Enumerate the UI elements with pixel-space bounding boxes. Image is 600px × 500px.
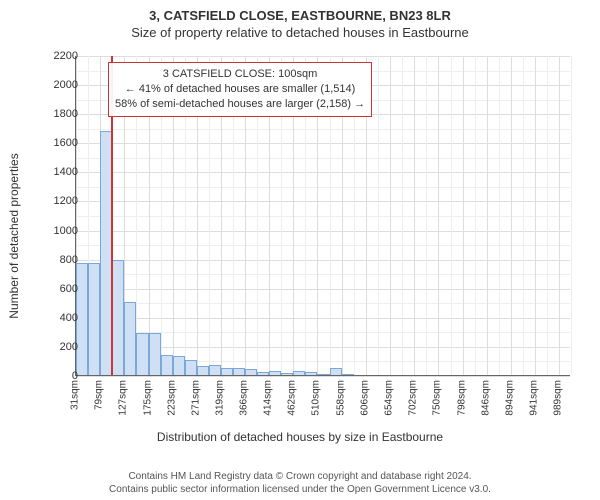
x-tick-label: 750sqm (432, 380, 443, 416)
y-tick-label: 400 (38, 312, 78, 324)
histogram-bar (281, 373, 293, 375)
gridline-v-minor (499, 56, 500, 375)
x-tick-label: 510sqm (311, 380, 322, 416)
y-tick-label: 1200 (38, 195, 78, 207)
y-tick-label: 2000 (38, 79, 78, 91)
gridline-h (76, 260, 570, 261)
gridline-v (511, 56, 512, 375)
x-tick-label: 798sqm (456, 380, 467, 416)
y-axis-label: Number of detached properties (7, 153, 21, 318)
x-tick-label: 271sqm (190, 380, 201, 416)
histogram-bar (330, 368, 342, 375)
y-tick-label: 600 (38, 283, 78, 295)
gridline-v-minor (402, 56, 403, 375)
histogram-bar (221, 368, 233, 375)
x-tick-label: 223sqm (166, 380, 177, 416)
x-tick-label: 654sqm (384, 380, 395, 416)
histogram-bar (136, 333, 148, 375)
gridline-h (76, 231, 570, 232)
gridline-h (76, 318, 570, 319)
y-tick-label: 800 (38, 254, 78, 266)
gridline-v (414, 56, 415, 375)
histogram-bar (149, 333, 161, 375)
histogram-bar (209, 365, 221, 375)
x-tick-label: 414sqm (263, 380, 274, 416)
gridline-h (76, 158, 570, 159)
x-tick-label: 702sqm (408, 380, 419, 416)
page-title: 3, CATSFIELD CLOSE, EASTBOURNE, BN23 8LR (0, 0, 600, 23)
gridline-v-minor (571, 56, 572, 375)
x-tick-label: 606sqm (359, 380, 370, 416)
gridline-h (76, 143, 570, 144)
chart-subtitle: Size of property relative to detached ho… (0, 23, 600, 46)
x-tick-label: 894sqm (505, 380, 516, 416)
annotation-box: 3 CATSFIELD CLOSE: 100sqm← 41% of detach… (108, 62, 372, 117)
chart-container: Number of detached properties 3 CATSFIEL… (20, 46, 580, 426)
gridline-v (463, 56, 464, 375)
gridline-v (487, 56, 488, 375)
histogram-bar (197, 366, 209, 375)
x-tick-label: 941sqm (528, 380, 539, 416)
gridline-v-minor (475, 56, 476, 375)
x-tick-label: 462sqm (287, 380, 298, 416)
histogram-bar (161, 355, 173, 375)
histogram-bar (88, 263, 100, 375)
gridline-h (76, 303, 570, 304)
histogram-bar (245, 369, 257, 375)
gridline-h (76, 201, 570, 202)
gridline-v-minor (523, 56, 524, 375)
x-tick-label: 846sqm (480, 380, 491, 416)
histogram-bar (342, 374, 354, 375)
gridline-h (76, 216, 570, 217)
gridline-v-minor (378, 56, 379, 375)
annotation-line3: 58% of semi-detached houses are larger (… (115, 97, 365, 112)
histogram-bar (317, 374, 329, 375)
histogram-bar (293, 371, 305, 375)
x-axis-label: Distribution of detached houses by size … (0, 426, 600, 444)
histogram-bar (124, 302, 136, 375)
x-tick-label: 558sqm (335, 380, 346, 416)
gridline-h (76, 245, 570, 246)
x-tick-label: 79sqm (94, 380, 105, 410)
gridline-v-minor (451, 56, 452, 375)
histogram-bar (233, 368, 245, 375)
y-tick-label: 1800 (38, 108, 78, 120)
y-tick-label: 1400 (38, 166, 78, 178)
histogram-bar (269, 371, 281, 375)
x-tick-label: 989sqm (552, 380, 563, 416)
x-tick-label: 175sqm (142, 380, 153, 416)
footer-line-2: Contains public sector information licen… (0, 483, 600, 496)
x-tick-label: 31sqm (70, 380, 81, 410)
gridline-v (438, 56, 439, 375)
gridline-v-minor (547, 56, 548, 375)
histogram-bar (112, 260, 124, 375)
histogram-bar (185, 360, 197, 375)
gridline-h (76, 289, 570, 290)
gridline-h (76, 56, 570, 57)
annotation-line2: ← 41% of detached houses are smaller (1,… (115, 82, 365, 97)
gridline-h (76, 129, 570, 130)
footer-attribution: Contains HM Land Registry data © Crown c… (0, 470, 600, 496)
histogram-bar (173, 356, 185, 375)
y-tick-label: 2200 (38, 50, 78, 62)
x-tick-label: 319sqm (215, 380, 226, 416)
gridline-h (76, 187, 570, 188)
footer-line-1: Contains HM Land Registry data © Crown c… (0, 470, 600, 483)
gridline-v (535, 56, 536, 375)
gridline-h (76, 274, 570, 275)
x-tick-label: 366sqm (238, 380, 249, 416)
x-tick-label: 127sqm (118, 380, 129, 416)
histogram-bar (305, 372, 317, 375)
y-tick-label: 200 (38, 341, 78, 353)
gridline-v-minor (426, 56, 427, 375)
gridline-v (390, 56, 391, 375)
y-tick-label: 1000 (38, 225, 78, 237)
y-tick-label: 1600 (38, 137, 78, 149)
histogram-bar (257, 372, 269, 375)
gridline-h (76, 376, 570, 377)
plot-area: 3 CATSFIELD CLOSE: 100sqm← 41% of detach… (75, 56, 570, 376)
annotation-line1: 3 CATSFIELD CLOSE: 100sqm (115, 67, 365, 82)
gridline-h (76, 172, 570, 173)
gridline-v (559, 56, 560, 375)
